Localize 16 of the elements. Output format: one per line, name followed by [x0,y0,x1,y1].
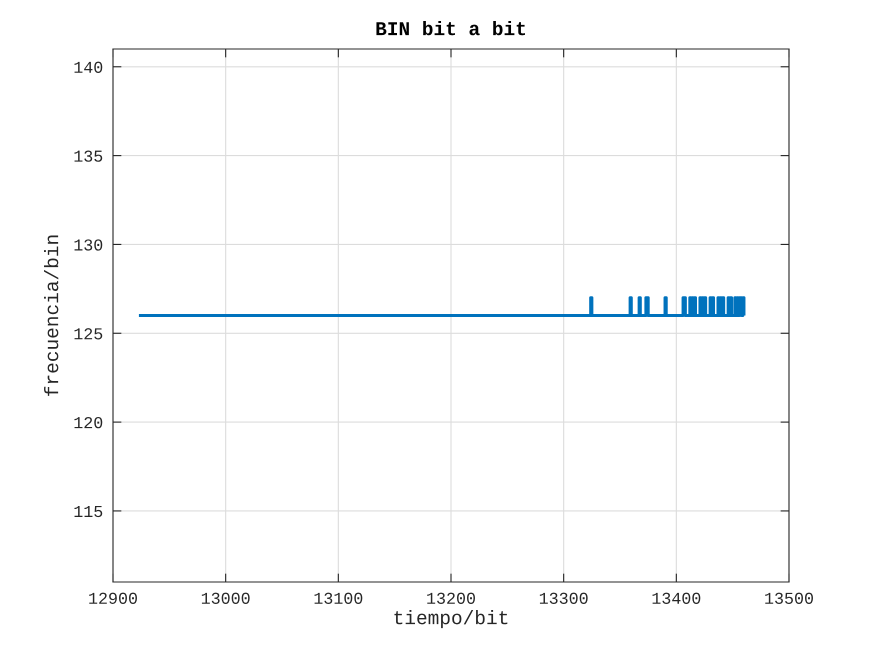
x-tick-label: 13100 [314,592,362,604]
x-tick-label: 13000 [202,592,250,604]
x-tick-label: 13200 [427,592,475,604]
x-tick-label: 12900 [89,592,137,604]
y-tick-label: 140 [74,62,102,73]
x-axis-title: tiempo/bit [394,610,508,628]
y-axis-title: frecuencia/bin [44,236,58,396]
x-tick-label: 13400 [652,592,700,604]
x-tick-label: 13300 [540,592,588,604]
y-tick-label: 125 [74,328,102,340]
y-tick-label: 115 [74,506,102,518]
y-tick-label: 130 [74,239,102,251]
y-tick-label: 135 [74,150,102,162]
y-tick-label: 120 [74,416,102,428]
x-tick-label: 13500 [765,592,813,604]
chart-title: BIN bit a bit [376,21,525,36]
